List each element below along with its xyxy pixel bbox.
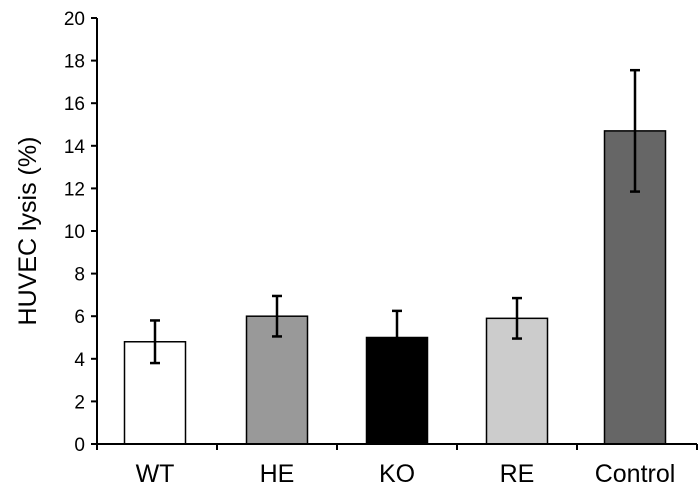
x-category-label: WT bbox=[136, 460, 175, 488]
y-tick-label: 18 bbox=[64, 52, 85, 73]
y-tick-label: 16 bbox=[64, 94, 85, 115]
x-category-label: Control bbox=[595, 460, 676, 488]
y-axis-label: HUVEC lysis (%) bbox=[14, 137, 42, 326]
y-tick-label: 2 bbox=[74, 392, 85, 413]
x-category-label: RE bbox=[500, 460, 535, 488]
y-tick-label: 14 bbox=[64, 137, 86, 158]
y-tick-label: 0 bbox=[74, 435, 85, 456]
y-tick-label: 20 bbox=[64, 9, 85, 30]
y-tick-label: 10 bbox=[64, 222, 85, 243]
y-tick-label: 12 bbox=[64, 179, 85, 200]
y-tick-label: 4 bbox=[74, 350, 85, 371]
y-tick-label: 8 bbox=[74, 265, 85, 286]
x-category-label: HE bbox=[260, 460, 295, 488]
x-category-label: KO bbox=[379, 460, 415, 488]
y-tick-label: 6 bbox=[74, 307, 85, 328]
